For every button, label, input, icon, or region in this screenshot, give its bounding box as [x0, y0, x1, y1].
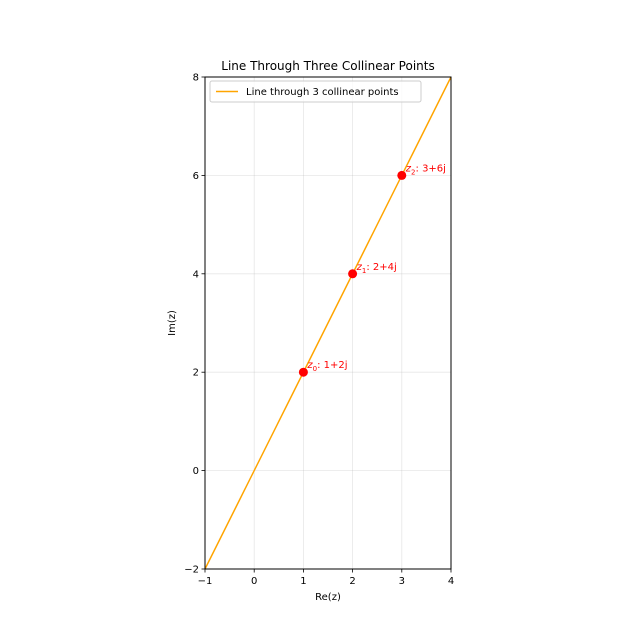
y-tick-label: 6: [193, 171, 199, 182]
legend-entry-label: Line through 3 collinear points: [246, 87, 399, 98]
point-label: z1: 2+4j: [356, 262, 397, 275]
y-tick-label: 0: [193, 466, 199, 477]
point-label: z0: 1+2j: [306, 360, 347, 373]
x-tick-label: 1: [300, 576, 306, 587]
point-label-subscript: 2: [411, 168, 415, 176]
point-marker: [298, 367, 308, 377]
point-label-value: : 3+6j: [416, 163, 446, 174]
point-label-symbol: z: [356, 262, 363, 273]
point-label: z2: 3+6j: [405, 163, 446, 176]
ticks: −1 0 1 2 3 4 −2 0 2 4 6 8: [184, 73, 454, 588]
x-tick-label: 0: [251, 576, 257, 587]
chart-title: Line Through Three Collinear Points: [221, 59, 434, 73]
legend: Line through 3 collinear points: [209, 80, 422, 103]
point-label-value: : 1+2j: [317, 360, 347, 371]
point-marker: [397, 170, 407, 180]
x-tick-label: 3: [399, 576, 405, 587]
x-axis-label: Re(z): [315, 592, 341, 603]
point-marker: [348, 269, 358, 279]
y-axis-label: Im(z): [167, 310, 178, 336]
legend-box: [209, 80, 422, 103]
x-tick-label: 4: [448, 576, 454, 587]
series-layer: [204, 76, 452, 570]
point-label-symbol: z: [306, 360, 313, 371]
y-tick-label: 8: [193, 73, 199, 84]
plot-frame: [204, 76, 452, 570]
x-tick-label: −1: [198, 576, 213, 587]
y-tick-label: 4: [193, 269, 199, 280]
x-tick-label: 2: [349, 576, 355, 587]
series-line: [204, 76, 452, 570]
point-label-symbol: z: [405, 163, 412, 174]
y-tick-label: 2: [193, 368, 199, 379]
point-label-subscript: 1: [362, 267, 366, 275]
y-tick-label: −2: [184, 565, 199, 576]
point-label-value: : 2+4j: [366, 262, 396, 273]
point-label-subscript: 0: [313, 365, 317, 373]
